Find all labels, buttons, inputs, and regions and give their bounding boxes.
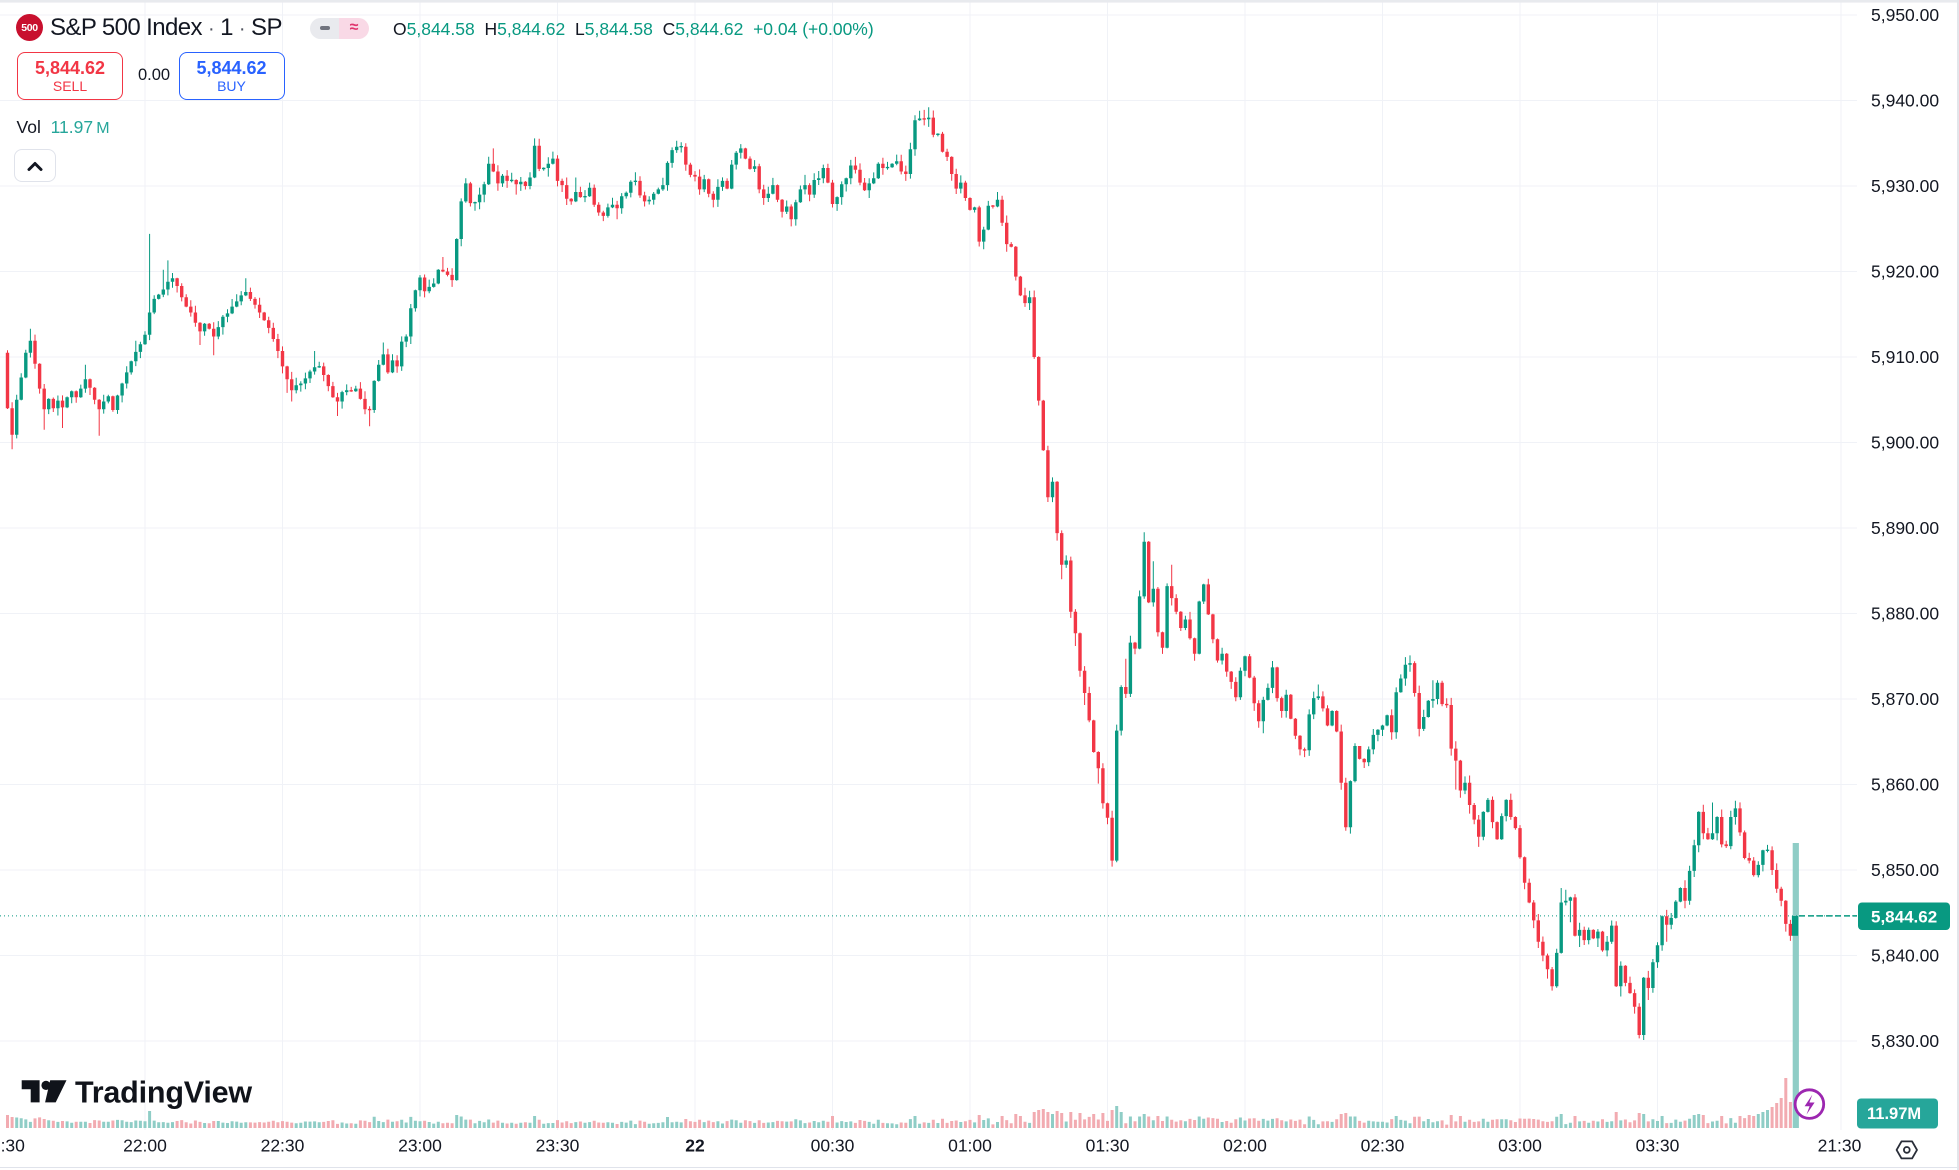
svg-text:21:30: 21:30 <box>0 1136 25 1156</box>
svg-text:11.97M: 11.97M <box>1867 1105 1921 1123</box>
svg-text:03:30: 03:30 <box>1636 1136 1680 1156</box>
svg-text:22: 22 <box>685 1136 705 1156</box>
svg-text:21:30: 21:30 <box>1818 1136 1862 1156</box>
svg-text:23:30: 23:30 <box>536 1136 580 1156</box>
svg-text:22:30: 22:30 <box>261 1136 305 1156</box>
svg-text:5,940.00: 5,940.00 <box>1871 91 1939 111</box>
svg-text:5,850.00: 5,850.00 <box>1871 860 1939 880</box>
svg-text:5,930.00: 5,930.00 <box>1871 176 1939 196</box>
svg-text:23:00: 23:00 <box>398 1136 442 1156</box>
svg-text:03:00: 03:00 <box>1498 1136 1542 1156</box>
svg-text:5,920.00: 5,920.00 <box>1871 262 1939 282</box>
svg-text:5,840.00: 5,840.00 <box>1871 946 1939 966</box>
svg-text:5,900.00: 5,900.00 <box>1871 433 1939 453</box>
svg-text:5,950.00: 5,950.00 <box>1871 5 1939 25</box>
svg-text:5,844.62: 5,844.62 <box>1871 908 1937 927</box>
svg-text:02:30: 02:30 <box>1361 1136 1405 1156</box>
svg-text:TradingView: TradingView <box>75 1076 252 1110</box>
svg-text:01:00: 01:00 <box>948 1136 992 1156</box>
svg-text:5,870.00: 5,870.00 <box>1871 689 1939 709</box>
svg-text:5,880.00: 5,880.00 <box>1871 604 1939 624</box>
svg-text:01:30: 01:30 <box>1086 1136 1130 1156</box>
svg-text:5,830.00: 5,830.00 <box>1871 1031 1939 1051</box>
svg-text:00:30: 00:30 <box>811 1136 855 1156</box>
svg-text:5,890.00: 5,890.00 <box>1871 518 1939 538</box>
svg-text:22:00: 22:00 <box>123 1136 167 1156</box>
svg-text:5,860.00: 5,860.00 <box>1871 775 1939 795</box>
svg-text:02:00: 02:00 <box>1223 1136 1267 1156</box>
svg-text:5,910.00: 5,910.00 <box>1871 347 1939 367</box>
